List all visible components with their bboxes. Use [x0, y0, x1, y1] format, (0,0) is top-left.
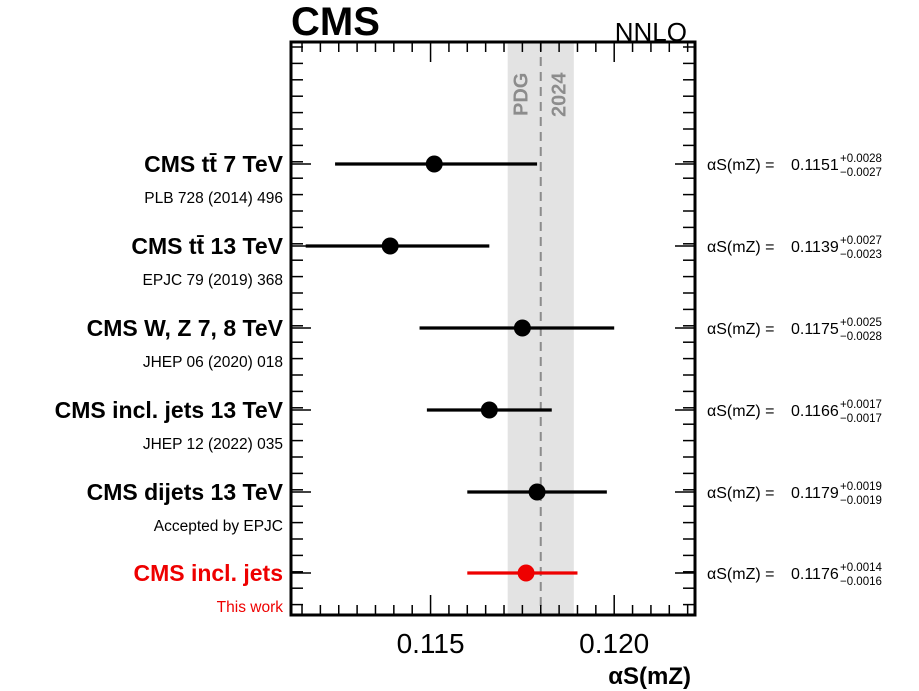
result-uncertainty-down: −0.0017 [840, 413, 882, 425]
measurement-2 [419, 319, 615, 337]
x-tick-label: 0.120 [579, 628, 649, 659]
plot-frame [289, 40, 697, 617]
measurement-5 [467, 564, 578, 582]
order-label: NNLO [615, 17, 687, 47]
band-label-year: 2024 [549, 72, 571, 117]
measurement-label: CMS tt̄ 13 TeV [131, 233, 283, 259]
x-tick-label: 0.115 [397, 628, 465, 659]
experiment-title: CMS [291, 0, 380, 44]
result-uncertainty-down: −0.0027 [840, 167, 882, 179]
measurement-reference: JHEP 06 (2020) 018 [143, 354, 283, 371]
result-prefix: αS(mZ) = [707, 321, 774, 338]
measurement-reference: This work [217, 599, 284, 616]
result-prefix: αS(mZ) = [707, 403, 774, 420]
data-point [425, 155, 443, 173]
result-uncertainty-up: +0.0028 [840, 153, 882, 165]
result-uncertainty-down: −0.0028 [840, 331, 882, 343]
result-value: 0.1179 [791, 485, 839, 502]
measurement-label: CMS incl. jets 13 TeV [55, 397, 284, 423]
data-point [480, 401, 498, 419]
measurement-label: CMS incl. jets [133, 560, 283, 586]
measurement-reference: PLB 728 (2014) 496 [144, 190, 283, 207]
result-value: 0.1139 [791, 239, 839, 256]
measurement-3 [426, 401, 552, 419]
result-uncertainty-up: +0.0017 [840, 399, 882, 411]
measurement-4 [467, 483, 607, 501]
data-point [517, 564, 535, 582]
data-point [528, 483, 546, 501]
measurement-reference: Accepted by EPJC [154, 518, 283, 535]
result-value: 0.1166 [791, 403, 839, 420]
result-uncertainty-up: +0.0027 [840, 235, 882, 247]
measurements-layer [305, 155, 615, 582]
result-uncertainty-down: −0.0019 [840, 495, 882, 507]
result-uncertainty-up: +0.0025 [840, 317, 882, 329]
measurement-label: CMS dijets 13 TeV [87, 479, 284, 505]
result-prefix: αS(mZ) = [707, 157, 774, 174]
result-value: 0.1176 [791, 566, 839, 583]
data-point [381, 237, 399, 255]
measurement-reference: EPJC 79 (2019) 368 [143, 272, 283, 289]
measurement-label: CMS W, Z 7, 8 TeV [87, 315, 284, 341]
axis-ticks-layer: 0.115 0.120 αS(mZ) [291, 42, 695, 690]
data-point [513, 319, 531, 337]
measurement-0 [335, 155, 538, 173]
measurement-reference: JHEP 12 (2022) 035 [143, 436, 283, 453]
result-value: 0.1175 [791, 321, 839, 338]
result-uncertainty-down: −0.0023 [840, 249, 882, 261]
result-value: 0.1151 [791, 157, 839, 174]
result-uncertainty-up: +0.0019 [840, 481, 882, 493]
result-prefix: αS(mZ) = [707, 485, 774, 502]
result-prefix: αS(mZ) = [707, 239, 774, 256]
result-uncertainty-up: +0.0014 [840, 562, 882, 574]
band-label-pdg: PDG [511, 73, 533, 116]
measurement-label: CMS tt̄ 7 TeV [144, 151, 284, 177]
measurement-1 [305, 237, 490, 255]
result-prefix: αS(mZ) = [707, 566, 774, 583]
x-axis-label: αS(mZ) [608, 663, 691, 690]
result-uncertainty-down: −0.0016 [840, 576, 882, 588]
